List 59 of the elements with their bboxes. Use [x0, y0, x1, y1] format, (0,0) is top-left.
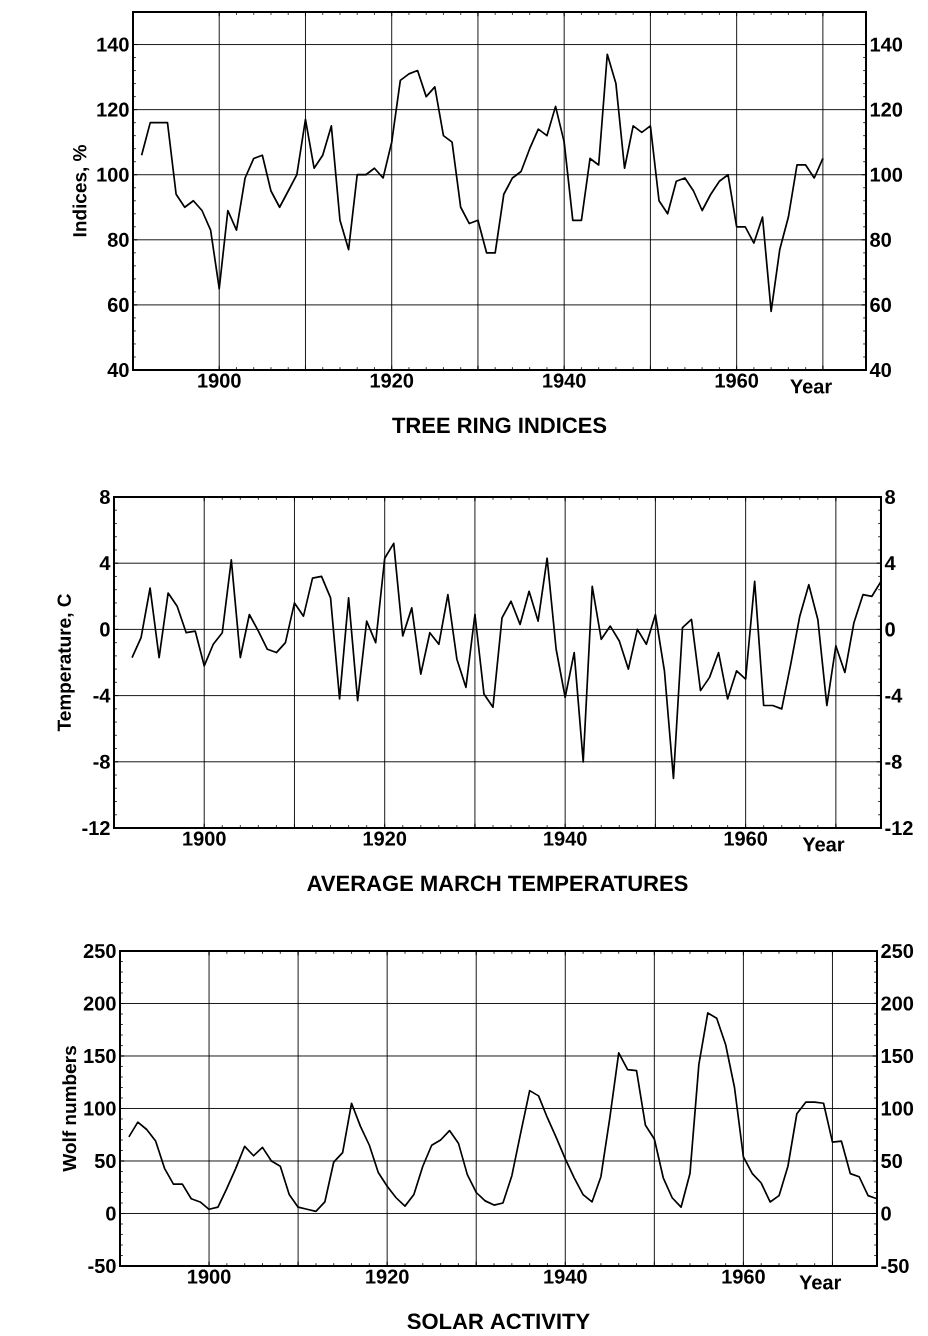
y-tick-label: 8 [99, 489, 110, 505]
y-tick-label: 100 [97, 167, 129, 182]
y2-tick-label: 250 [881, 943, 914, 959]
y2-tick-label: 0 [881, 1206, 891, 1221]
y-tick-label: 150 [84, 1048, 116, 1064]
x-axis-title: Year [799, 1275, 842, 1290]
x-tick-label: 1940 [544, 1269, 587, 1284]
y2-tick-label: 40 [869, 362, 891, 378]
y-tick-label: 120 [97, 102, 129, 117]
y-tick-label: 40 [107, 362, 129, 378]
x-axis-title: Year [790, 379, 832, 394]
y-tick-label: 140 [97, 37, 129, 52]
y2-tick-label: -50 [881, 1258, 909, 1274]
x-tick-label: 1960 [722, 1269, 765, 1284]
x-tick-label: 1960 [715, 373, 759, 388]
y2-tick-label: 80 [870, 232, 891, 247]
y2-tick-label: 60 [870, 297, 891, 312]
y2-tick-label: 8 [885, 489, 896, 505]
x-tick-label: 1960 [724, 831, 768, 846]
x-tick-label: 1920 [370, 373, 414, 388]
y2-tick-label: 4 [884, 556, 896, 571]
y-axis-title: Temperature, C [57, 594, 75, 732]
y2-tick-label: -4 [885, 688, 903, 703]
y-tick-label: -8 [93, 754, 110, 769]
y-tick-label: -12 [82, 821, 110, 835]
y-tick-label: 50 [94, 1153, 116, 1169]
y2-tick-label: 120 [870, 102, 903, 117]
x-tick-label: 1900 [188, 1269, 231, 1284]
y-tick-label: 100 [84, 1101, 116, 1116]
x-tick-label: 1920 [366, 1269, 409, 1284]
y-tick-label: 80 [107, 232, 129, 247]
y2-tick-label: 200 [881, 996, 914, 1011]
y2-tick-label: 100 [870, 167, 903, 182]
y2-tick-label: 0 [885, 622, 895, 637]
x-tick-label: 1940 [544, 831, 587, 846]
y-tick-label: 0 [100, 622, 110, 637]
x-tick-label: 1940 [543, 373, 586, 388]
y-tick-label: -4 [93, 688, 111, 703]
y2-tick-label: 150 [881, 1048, 914, 1064]
y-tick-label: 60 [107, 297, 129, 312]
y-axis-title: Indices, % [72, 145, 90, 237]
text: AVERAGE MARCH TEMPERATURES [307, 875, 688, 892]
y2-tick-label: -12 [885, 821, 913, 835]
text: SOLAR ACTIVITY [407, 1313, 590, 1330]
y2-tick-label: 50 [881, 1153, 902, 1169]
y-tick-label: -50 [88, 1258, 116, 1274]
y-tick-label: 0 [106, 1206, 116, 1221]
x-tick-label: 1900 [183, 831, 226, 846]
y-axis-title: Wolf numbers [62, 1046, 77, 1172]
y-tick-label: 4 [99, 556, 111, 571]
text: TREE RING INDICES [392, 417, 607, 434]
y-tick-label: 250 [83, 943, 116, 959]
x-tick-label: 1920 [363, 831, 407, 846]
y-tick-label: 200 [83, 996, 116, 1011]
y2-tick-label: 100 [881, 1101, 914, 1116]
y2-tick-label: -8 [885, 754, 902, 769]
x-tick-label: 1900 [198, 373, 241, 388]
x-axis-title: Year [802, 837, 845, 852]
y2-tick-label: 140 [870, 37, 903, 52]
